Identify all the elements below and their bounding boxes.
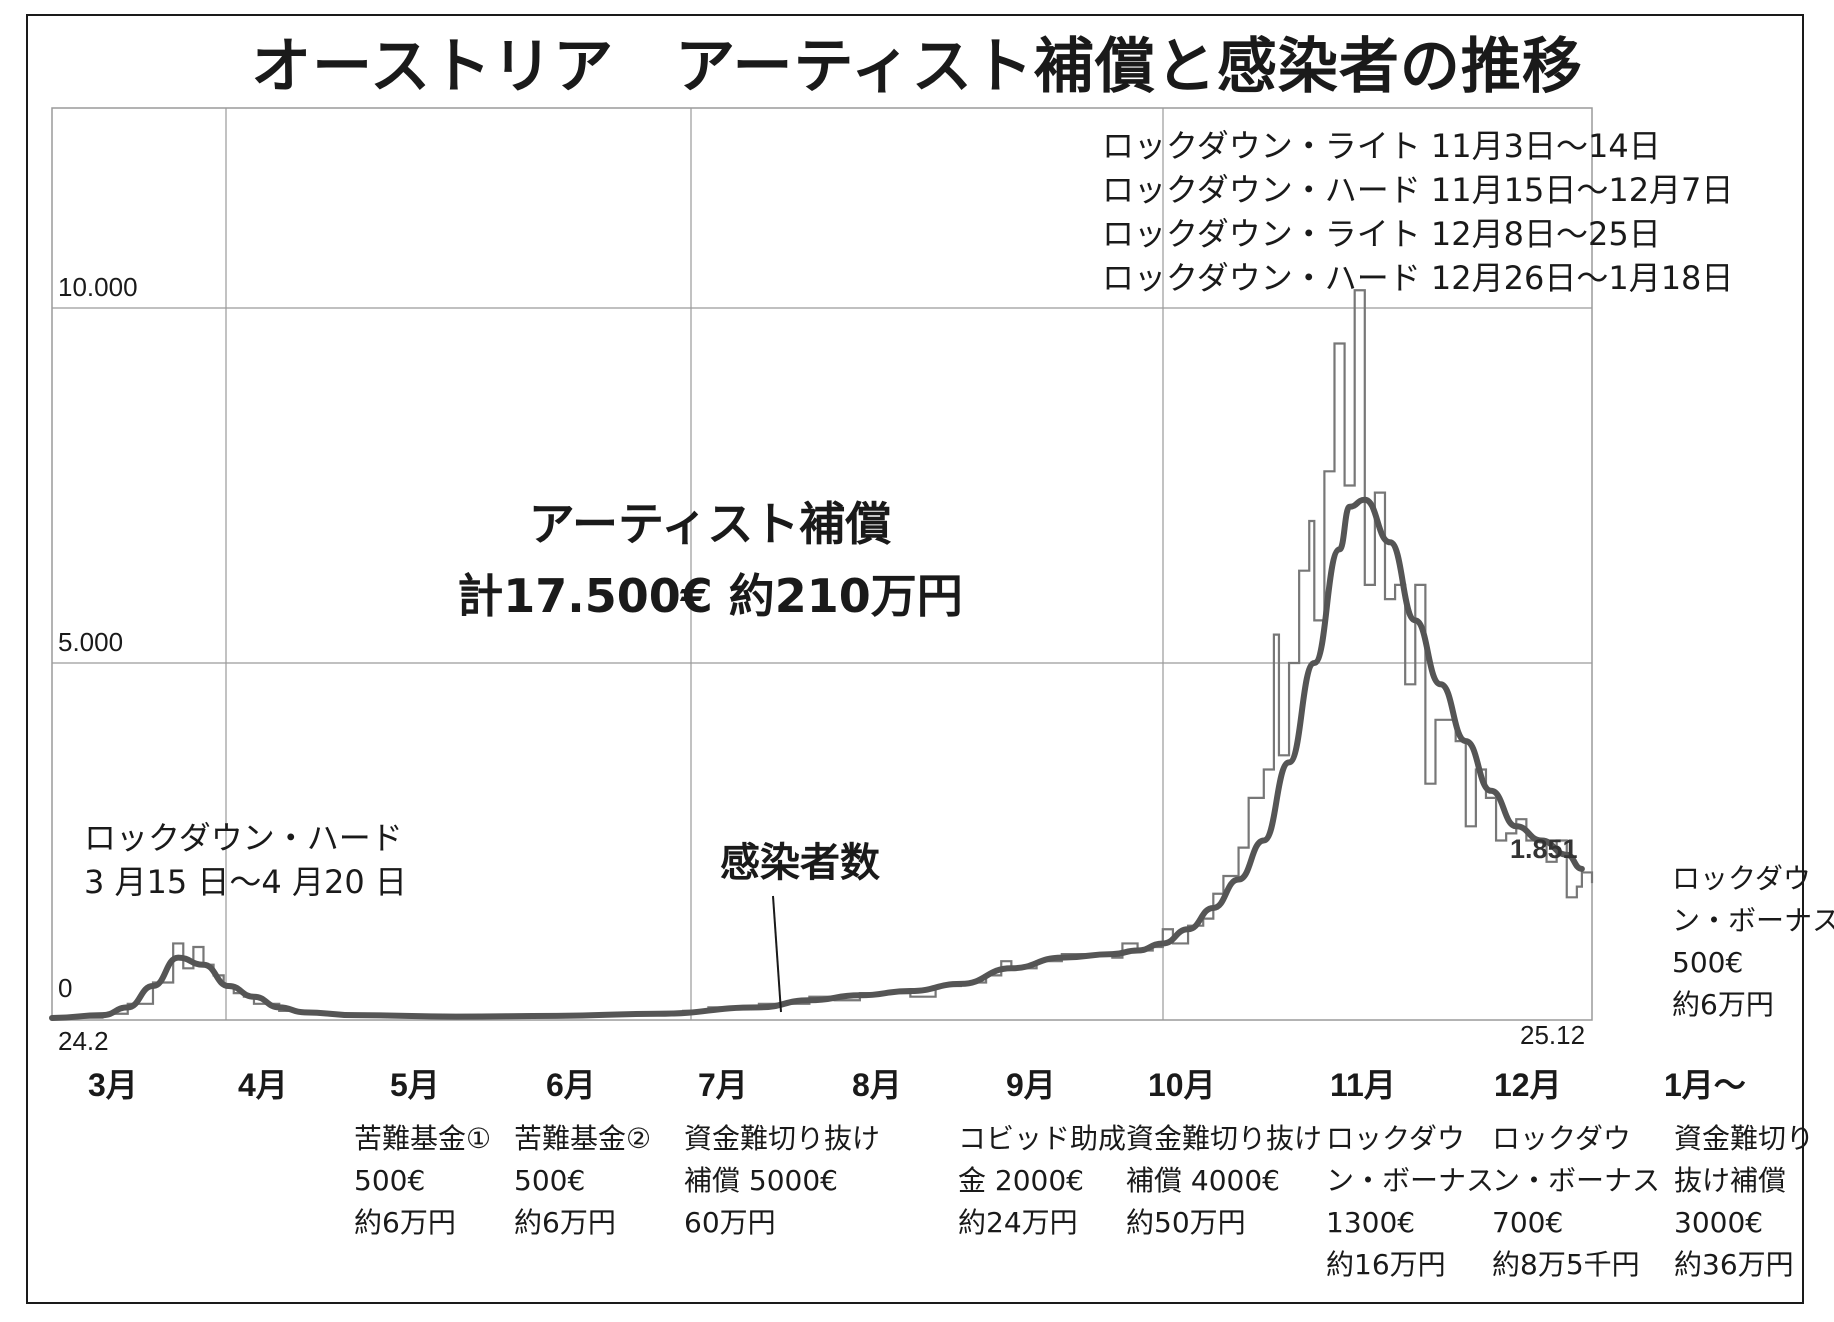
chart-series (49, 289, 1594, 1021)
compensation-block-2: 苦難基金② 500€ 約6万円 (514, 1122, 652, 1239)
last-value-label: 1.851 (1510, 834, 1578, 864)
side-bonus-block: ロックダウ ン・ボーナス 500€ 約6万円 (1672, 862, 1834, 1021)
month-label: 4月 (238, 1067, 288, 1103)
month-label: 9月 (1006, 1067, 1056, 1103)
date-start-label: 24.2 (58, 1026, 109, 1056)
lockdown-top-4: ロックダウン・ハード 12月26日〜1月18日 (1102, 259, 1734, 297)
ytick-10000: 10.000 (58, 272, 138, 302)
compensation-block-3: 資金難切り抜け 補償 5000€ 60万円 (684, 1122, 881, 1239)
ytick-0: 0 (58, 973, 73, 1003)
compensation-block-4: コビッド助成 金 2000€ 約24万円 (958, 1122, 1127, 1239)
month-label: 6月 (546, 1067, 596, 1103)
lockdown-top-3: ロックダウン・ライト 12月8日〜25日 (1102, 215, 1661, 253)
average-cases-line (49, 496, 1585, 1021)
month-label: 11月 (1330, 1067, 1396, 1103)
first-lockdown-line1: ロックダウン・ハード (84, 819, 403, 857)
ytick-5000: 5.000 (58, 627, 124, 657)
month-label: 5月 (390, 1067, 440, 1103)
date-end-label: 25.12 (1520, 1020, 1586, 1050)
month-label: 7月 (698, 1067, 748, 1103)
month-label: 12月 (1494, 1067, 1562, 1103)
lockdown-top-2: ロックダウン・ハード 11月15日〜12月7日 (1102, 171, 1734, 209)
plot-border (51, 107, 1593, 1021)
infections-label: 感染者数 (720, 840, 880, 886)
month-label: 8月 (852, 1067, 902, 1103)
compensation-block-5: 資金難切り抜け 補償 4000€ 約50万円 (1126, 1122, 1323, 1239)
chart-frame (26, 14, 1804, 1304)
month-label: 3月 (88, 1067, 138, 1103)
chart-title: オーストリア アーティスト補償と感染者の推移 (251, 32, 1583, 102)
infections-pointer-line (772, 895, 782, 1013)
lockdown-top-1: ロックダウン・ライト 11月3日〜14日 (1102, 127, 1661, 165)
month-label: 1月〜 (1664, 1067, 1746, 1103)
compensation-block-8: 資金難切り 抜け補償 3000€ 約36万円 (1674, 1122, 1815, 1281)
first-lockdown-line2: 3 月15 日〜4 月20 日 (84, 863, 407, 901)
total-heading: アーティスト補償 (528, 497, 892, 551)
chart-grid (51, 107, 1593, 1021)
total-amount: 計17.500€ 約210万円 (457, 569, 963, 623)
compensation-block-1: 苦難基金① 500€ 約6万円 (354, 1122, 492, 1239)
compensation-block-7: ロックダウ ン・ボーナス 700€ 約8万5千円 (1492, 1122, 1661, 1281)
compensation-block-6: ロックダウ ン・ボーナス 1300€ 約16万円 (1326, 1122, 1495, 1281)
month-label: 10月 (1148, 1067, 1216, 1103)
daily-cases-line (52, 289, 1594, 1020)
